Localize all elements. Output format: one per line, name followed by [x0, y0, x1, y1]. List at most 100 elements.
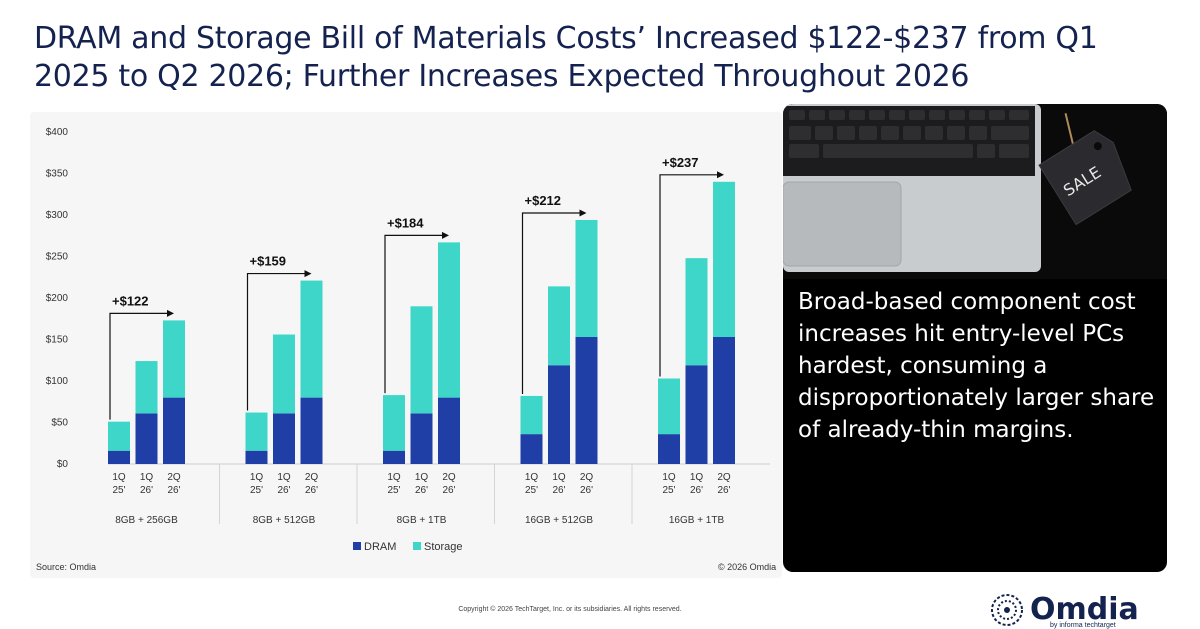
x-tick-label: 25' — [250, 485, 263, 496]
increase-bracket — [246, 272, 306, 411]
bar-storage — [658, 378, 680, 435]
group-label: 8GB + 1TB — [397, 515, 447, 526]
increase-arrowhead — [579, 209, 587, 217]
bar-dram — [383, 450, 405, 464]
bar-dram — [438, 397, 460, 464]
x-tick-label: 26' — [277, 485, 290, 496]
bar-dram — [520, 434, 543, 464]
bar-dram — [108, 450, 130, 464]
x-tick-label: 25' — [387, 485, 400, 496]
y-tick-label: $100 — [46, 376, 69, 387]
omdia-logo-icon — [991, 593, 1023, 626]
y-tick-label: $200 — [46, 293, 69, 304]
increase-arrowhead — [167, 309, 174, 317]
bar-storage — [520, 395, 543, 435]
y-tick-label: $250 — [46, 252, 69, 263]
bar-storage — [438, 242, 460, 398]
legend-swatch-dram — [353, 542, 361, 550]
bar-dram — [575, 337, 598, 464]
increase-arrowhead — [304, 270, 312, 278]
x-tick-label: 25' — [525, 485, 538, 496]
increase-bracket — [384, 234, 443, 394]
increase-arrowhead — [717, 171, 724, 179]
laptop-sale-photo: SALE — [783, 104, 1167, 279]
x-tick-label: 1Q — [250, 472, 264, 483]
x-tick-label: 25' — [662, 485, 675, 496]
increase-annotation: +$159 — [250, 254, 287, 269]
bar-storage — [163, 320, 185, 398]
footer-copyright: Copyright © 2026 TechTarget, Inc. or its… — [458, 606, 682, 613]
x-tick-label: 26' — [580, 485, 593, 496]
y-tick-label: $400 — [46, 127, 69, 138]
bar-storage — [245, 412, 268, 451]
bar-storage — [685, 258, 708, 366]
logo-tagline: by informa techtarget — [1050, 622, 1116, 629]
legend-label-storage: Storage — [424, 541, 463, 553]
x-tick-label: 1Q — [387, 472, 401, 483]
x-tick-label: 2Q — [167, 472, 181, 483]
x-tick-label: 1Q — [277, 472, 291, 483]
increase-arrowhead — [442, 231, 449, 239]
bar-storage — [383, 395, 405, 451]
bar-dram — [685, 365, 708, 464]
x-tick-label: 2Q — [442, 472, 456, 483]
bar-dram — [245, 450, 268, 464]
increase-annotation: +$184 — [387, 215, 424, 230]
callout-text: Broad-based component cost increases hit… — [798, 289, 1155, 443]
increase-annotation: +$122 — [112, 293, 149, 308]
bar-storage — [273, 334, 295, 414]
chart-copyright: © 2026 Omdia — [718, 562, 777, 572]
x-tick-label: 2Q — [305, 472, 319, 483]
bar-storage — [410, 306, 433, 414]
y-tick-label: $350 — [46, 169, 69, 180]
bar-storage — [575, 219, 598, 338]
y-tick-label: $0 — [57, 459, 69, 470]
group-label: 8GB + 512GB — [253, 515, 316, 526]
x-tick-label: 1Q — [415, 472, 429, 483]
bar-dram — [548, 365, 570, 464]
bar-storage — [300, 280, 323, 398]
x-tick-label: 1Q — [552, 472, 566, 483]
bar-storage — [713, 181, 735, 338]
legend-swatch-storage — [413, 542, 421, 550]
x-tick-label: 1Q — [662, 472, 676, 483]
y-tick-label: $300 — [46, 210, 69, 221]
increase-annotation: +$212 — [525, 193, 562, 208]
x-tick-label: 26' — [415, 485, 428, 496]
x-tick-label: 26' — [690, 485, 703, 496]
x-tick-label: 26' — [167, 485, 180, 496]
group-label: 16GB + 1TB — [669, 515, 725, 526]
increase-bracket — [521, 212, 581, 394]
bar-dram — [658, 434, 680, 464]
x-tick-label: 26' — [717, 485, 730, 496]
bar-dram — [713, 337, 735, 464]
bar-storage — [108, 421, 130, 451]
logo-wordmark: Omdia — [1030, 592, 1139, 627]
legend-label-dram: DRAM — [364, 541, 396, 553]
bom-cost-chart: $0 $50 $100 $150 $200 $250 $300 $350 $400 1Q 25' 1Q… — [46, 127, 770, 553]
omdia-logo: Omdia — [990, 590, 1139, 629]
x-tick-label: 1Q — [690, 472, 704, 483]
bar-dram — [163, 397, 185, 464]
x-tick-label: 26' — [442, 485, 455, 496]
increase-bracket — [659, 174, 718, 377]
x-tick-label: 2Q — [580, 472, 594, 483]
x-tick-label: 26' — [140, 485, 153, 496]
chart-source: Source: Omdia — [36, 562, 97, 572]
bar-dram — [273, 413, 295, 464]
bar-storage — [548, 286, 570, 366]
callout-panel: SALE Broad-based component cost increase… — [783, 104, 1167, 572]
y-tick-label: $150 — [46, 335, 69, 346]
increase-bracket — [109, 312, 168, 420]
bar-dram — [135, 413, 158, 464]
x-tick-label: 1Q — [525, 472, 539, 483]
group-label: 8GB + 256GB — [115, 515, 178, 526]
increase-annotation: +$237 — [662, 155, 699, 170]
x-tick-label: 26' — [552, 485, 565, 496]
x-tick-label: 1Q — [112, 472, 126, 483]
x-tick-label: 2Q — [717, 472, 731, 483]
x-tick-label: 1Q — [140, 472, 154, 483]
group-label: 16GB + 512GB — [525, 515, 593, 526]
page-title: DRAM and Storage Bill of Materials Costs… — [34, 21, 1098, 94]
bar-dram — [410, 413, 433, 464]
